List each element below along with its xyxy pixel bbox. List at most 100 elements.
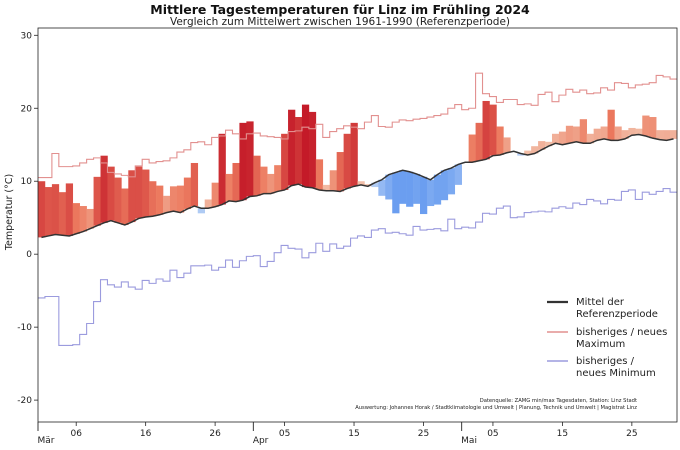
anomaly-bar <box>565 125 574 144</box>
anomaly-bar <box>190 162 199 207</box>
maximum-line <box>38 72 677 179</box>
daily-anomaly-bars <box>38 100 678 238</box>
legend-label-reference: Mittel der Referenzperiode <box>576 297 658 320</box>
anomaly-bar <box>246 121 254 197</box>
anomaly-bar <box>614 126 622 141</box>
anomaly-bar <box>524 150 532 155</box>
x-tick-label: 15 <box>348 429 359 439</box>
anomaly-bar <box>628 127 636 136</box>
x-tick-label: Apr <box>253 436 269 446</box>
anomaly-bar <box>204 199 212 209</box>
anomaly-bar <box>413 173 421 204</box>
anomaly-bar <box>149 181 157 217</box>
anomaly-bar <box>600 126 608 139</box>
x-tick-label: 25 <box>626 429 637 439</box>
anomaly-bar <box>371 182 379 188</box>
anomaly-bar <box>545 141 553 147</box>
anomaly-bar <box>142 169 150 217</box>
anomaly-bar <box>225 173 233 201</box>
anomaly-bar <box>475 122 483 161</box>
anomaly-bar <box>489 104 497 156</box>
anomaly-bar <box>433 174 442 205</box>
axes: -20 -10 0 10 20 30 Mär 06 16 26 Apr 05 15 25 Mai 05 15 25 <box>17 27 678 446</box>
x-tick-label: 26 <box>209 429 221 439</box>
source-note-1: Datenquelle: ZAMG min/max Tagesdaten, St… <box>480 398 637 404</box>
anomaly-bar <box>51 184 60 235</box>
anomaly-bar <box>551 133 560 144</box>
anomaly-bar <box>156 185 164 215</box>
anomaly-bar <box>163 195 171 213</box>
anomaly-bar <box>86 208 94 229</box>
minimum-line <box>38 187 677 346</box>
anomaly-bar <box>135 166 143 219</box>
source-note-2: Auswertung: Johannes Horak / Stadtklimat… <box>355 405 637 411</box>
y-tick-label: 30 <box>21 31 33 41</box>
anomaly-bar <box>308 111 317 188</box>
anomaly-bar <box>114 177 122 223</box>
anomaly-bar <box>607 109 615 141</box>
x-tick-label: 25 <box>418 429 429 439</box>
anomaly-bar <box>406 171 414 207</box>
anomaly-bar <box>482 100 490 160</box>
anomaly-bar <box>128 170 136 223</box>
anomaly-bar <box>253 155 261 196</box>
x-tick-label: Mär <box>38 436 55 446</box>
chart-subtitle: Vergleich zum Mittelwert zwischen 1961-1… <box>169 16 510 28</box>
anomaly-bar <box>558 131 567 145</box>
anomaly-bar <box>350 122 358 187</box>
anomaly-bar <box>239 122 247 201</box>
anomaly-bar <box>294 117 303 185</box>
y-tick-label: -20 <box>17 396 32 406</box>
anomaly-bar <box>586 133 594 144</box>
anomaly-bar <box>385 174 393 200</box>
anomaly-bar <box>454 164 462 185</box>
anomaly-bar <box>649 117 657 139</box>
anomaly-bar <box>267 173 275 194</box>
x-tick-label: 06 <box>70 429 82 439</box>
anomaly-bar <box>364 184 372 187</box>
anomaly-bar <box>670 130 678 139</box>
anomaly-bar <box>447 168 456 195</box>
anomaly-bar <box>315 159 324 190</box>
anomaly-bar <box>642 115 650 136</box>
anomaly-bar <box>260 166 268 194</box>
anomaly-bar <box>392 172 400 214</box>
y-tick-label: -10 <box>17 323 32 333</box>
anomaly-bar <box>378 179 386 196</box>
anomaly-bar <box>531 146 539 154</box>
anomaly-bar <box>440 170 449 201</box>
anomaly-bar <box>579 119 588 144</box>
anomaly-bar <box>197 208 205 214</box>
anomaly-bar <box>322 184 331 191</box>
anomaly-bar <box>468 134 476 163</box>
anomaly-bar <box>65 183 74 236</box>
anomaly-bar <box>274 165 282 192</box>
anomaly-bar <box>621 130 629 139</box>
anomaly-bar <box>44 187 53 236</box>
anomaly-bar <box>593 128 601 141</box>
anomaly-bar <box>301 104 310 188</box>
anomaly-bar <box>58 192 67 236</box>
anomaly-bar <box>107 166 115 221</box>
anomaly-bar <box>79 206 87 232</box>
anomaly-bar <box>503 137 511 153</box>
y-axis-label: Temperatur (°C) <box>4 174 15 251</box>
anomaly-bar <box>635 128 643 135</box>
anomaly-bar <box>336 152 344 192</box>
anomaly-bar <box>572 126 581 142</box>
anomaly-bar <box>426 179 435 207</box>
anomaly-bar <box>329 170 337 191</box>
anomaly-bar <box>100 155 108 223</box>
anomaly-bar <box>399 170 407 204</box>
anomaly-bar <box>121 188 129 225</box>
anomaly-bar <box>169 186 178 212</box>
x-tick-label: Mai <box>461 436 477 446</box>
anomaly-bar <box>72 203 80 234</box>
anomaly-bar <box>496 126 504 155</box>
legend-label-minimum: bisheriges / neues Minimum <box>576 356 656 379</box>
x-tick-label: 05 <box>487 429 498 439</box>
anomaly-bar <box>183 177 192 209</box>
anomaly-bar <box>176 185 185 213</box>
legend-label-maximum: bisheriges / neues Maximum <box>576 327 667 350</box>
